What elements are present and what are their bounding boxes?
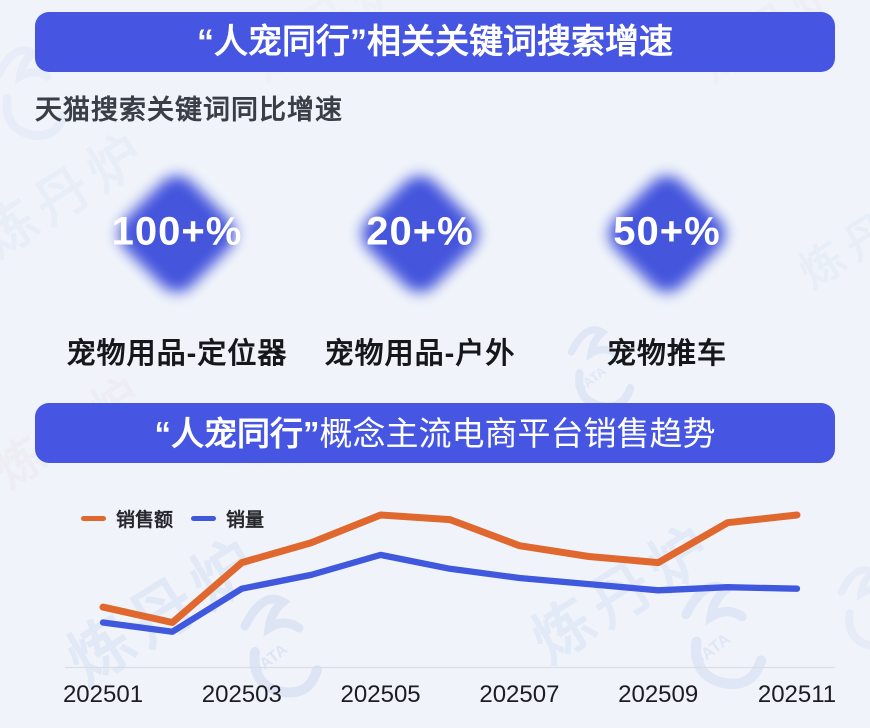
metric-locator: 100+% 宠物用品-定位器	[37, 162, 317, 392]
svg-text:202501: 202501	[63, 681, 143, 708]
sales-trend-chart: 销售额 销量 202501 202503 202505 202507 202509 202…	[35, 500, 835, 722]
section-subtitle: 天猫搜索关键词同比增速	[35, 95, 343, 125]
metric-stroller: 50+% 宠物推车	[527, 162, 807, 392]
page-title: “人宠同行”相关关键词搜索增速	[197, 23, 673, 61]
metric-value: 100+%	[111, 209, 243, 254]
line-chart-canvas: 202501 202503 202505 202507 202509 202511	[63, 511, 835, 708]
legend-label-sales-volume: 销量	[226, 510, 265, 531]
svg-text:202511: 202511	[758, 681, 835, 708]
metric-value: 50+%	[613, 209, 721, 254]
metric-label: 宠物推车	[606, 338, 727, 370]
svg-text:202505: 202505	[341, 681, 421, 708]
svg-text:202507: 202507	[479, 681, 559, 708]
legend-marker-sales-amount	[81, 516, 106, 521]
legend-label-sales-amount: 销售额	[116, 510, 174, 531]
svg-text:202509: 202509	[618, 681, 698, 708]
sales-trend-title-banner: “人宠同行” 概念主流电商平台销售趋势	[35, 403, 835, 463]
metric-outdoor: 20+% 宠物用品-户外	[280, 162, 560, 392]
page-title-banner: “人宠同行”相关关键词搜索增速	[35, 12, 835, 72]
legend-marker-sales-volume	[191, 516, 217, 521]
sales-trend-title-rest: 概念主流电商平台销售趋势	[319, 414, 716, 452]
sales-trend-title-strong: “人宠同行”	[154, 414, 320, 452]
chart-legend: 销售额 销量	[81, 505, 272, 532]
metric-label: 宠物用品-户外	[324, 338, 516, 370]
metric-label: 宠物用品-定位器	[66, 338, 288, 370]
svg-text:202503: 202503	[202, 681, 282, 708]
metric-value: 20+%	[366, 209, 474, 254]
